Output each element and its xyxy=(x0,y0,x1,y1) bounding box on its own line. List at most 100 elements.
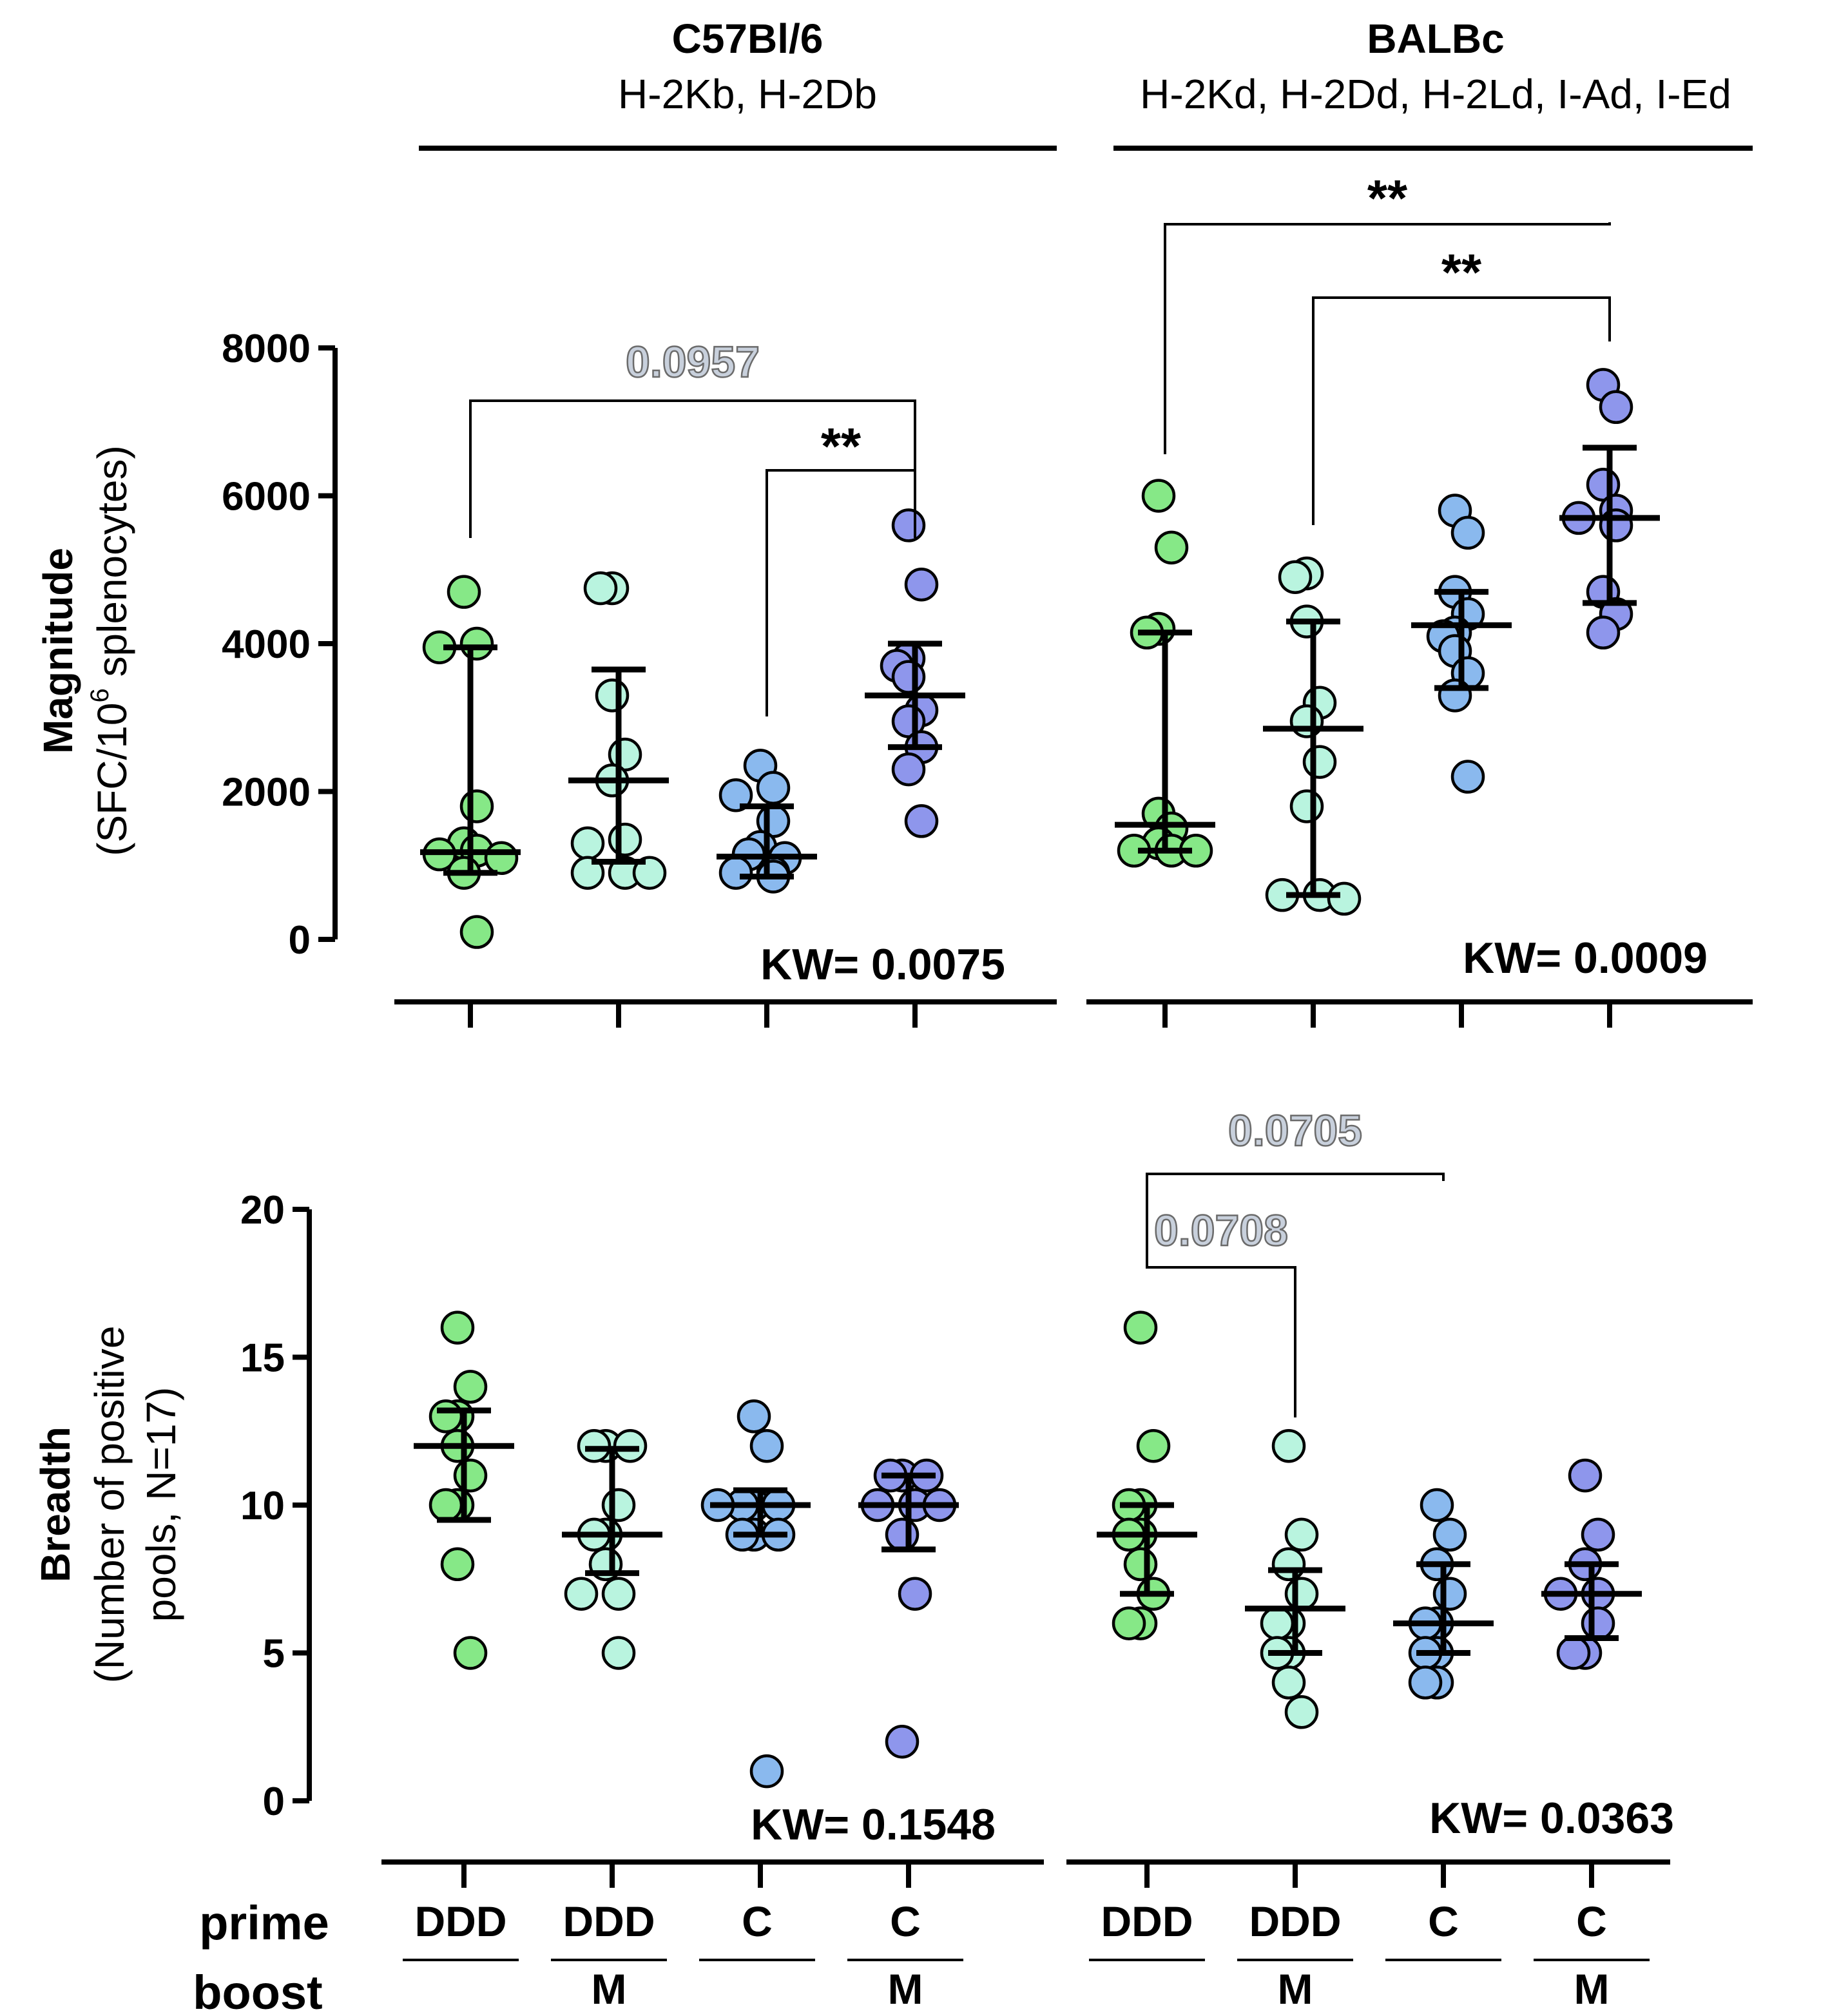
significance-bracket xyxy=(1312,296,1611,525)
data-point xyxy=(1581,1517,1615,1552)
data-point xyxy=(1568,1458,1603,1493)
data-point xyxy=(891,508,926,542)
data-point xyxy=(1112,1606,1146,1640)
data-point xyxy=(1289,789,1324,823)
data-point xyxy=(1284,1517,1319,1552)
kw-value: 0.0363 xyxy=(1540,1794,1674,1843)
kruskal-wallis-label: KW= 0.0009 xyxy=(1463,934,1708,983)
unit-sup: 6 xyxy=(86,688,114,702)
data-point xyxy=(453,1458,488,1493)
data-point xyxy=(1271,1547,1306,1582)
y-tick-label: 10 xyxy=(240,1484,285,1528)
data-point xyxy=(570,826,605,861)
data-point xyxy=(440,1547,475,1582)
data-point xyxy=(459,626,494,661)
data-point xyxy=(898,1577,932,1611)
data-point xyxy=(570,856,605,890)
strain-title-c57: C57Bl/6 xyxy=(672,15,824,62)
prime-label: DDD xyxy=(1101,1897,1193,1945)
kw-value: 0.0075 xyxy=(871,940,1005,989)
unit-prefix: (SFC/10 xyxy=(89,703,135,856)
data-point xyxy=(459,789,494,823)
data-point xyxy=(1302,745,1337,779)
strain-haplotype-balbc: H-2Kd, H-2Dd, H-2Ld, I-Ad, I-Ed xyxy=(1140,71,1731,117)
y-axis-title-magnitude-bold: Magnitude xyxy=(35,548,81,754)
boost-row-label: boost xyxy=(193,1966,322,2016)
data-point xyxy=(1327,881,1362,916)
significance-label: ** xyxy=(1367,169,1408,227)
data-point xyxy=(891,660,926,694)
data-point xyxy=(595,678,630,713)
data-point xyxy=(1284,1577,1319,1611)
data-point xyxy=(756,771,791,805)
data-point xyxy=(601,1577,636,1611)
y-tick-label: 6000 xyxy=(222,475,311,519)
data-point xyxy=(1420,1488,1454,1522)
data-point xyxy=(1556,1636,1591,1670)
data-point xyxy=(453,1370,488,1404)
data-point xyxy=(737,1399,771,1434)
data-point xyxy=(564,1577,599,1611)
kw-value: 0.1548 xyxy=(862,1800,996,1849)
y-axis-title-breadth: Breadth (Number of positive pools, N=17) xyxy=(32,1326,184,1684)
data-point xyxy=(891,752,926,787)
y-axis-title-magnitude-unit: (SFC/106 splenocytes) xyxy=(86,445,135,856)
y-tick-label: 0 xyxy=(263,1780,285,1824)
data-point xyxy=(1438,678,1472,713)
data-point xyxy=(1408,1666,1443,1700)
y-axis-title-breadth-line2: pools, N=17) xyxy=(138,1387,184,1622)
boost-label: M xyxy=(888,1965,923,2013)
strain-haplotype-c57: H-2Kb, H-2Db xyxy=(618,71,877,117)
data-point xyxy=(484,841,519,876)
kw-prefix: KW= xyxy=(1463,934,1574,983)
kruskal-wallis-label: KW= 0.0363 xyxy=(1429,1794,1674,1843)
y-axis-breadth: 0 5 10 15 20 xyxy=(240,1188,312,1824)
data-point xyxy=(885,1724,920,1759)
prime-label: C xyxy=(890,1897,921,1945)
data-point xyxy=(601,1488,636,1522)
data-point xyxy=(453,1636,488,1670)
data-point xyxy=(447,575,481,609)
data-point xyxy=(718,856,753,890)
prime-label: C xyxy=(1428,1897,1459,1945)
kruskal-wallis-label: KW= 0.1548 xyxy=(751,1800,996,1849)
y-axis-title-magnitude: Magnitude (SFC/106 splenocytes) xyxy=(35,445,135,856)
data-point xyxy=(1271,1666,1306,1700)
data-point xyxy=(1271,1428,1306,1463)
kruskal-wallis-label: KW= 0.0075 xyxy=(760,940,1005,989)
panel-breadth-balbc: 0.0705 0.0708 KW= 0.0363 xyxy=(1097,1106,1674,1888)
prime-label: DDD xyxy=(415,1897,507,1945)
y-tick-label: 8000 xyxy=(222,327,311,371)
kw-prefix: KW= xyxy=(760,940,871,989)
y-tick-label: 2000 xyxy=(222,771,311,815)
boost-label: M xyxy=(1574,1965,1610,2013)
significance-label: ** xyxy=(821,418,862,475)
data-point xyxy=(1154,530,1189,565)
significance-label: ** xyxy=(1441,244,1482,301)
significance-bracket xyxy=(1146,1234,1296,1417)
data-point xyxy=(613,1428,648,1463)
data-point xyxy=(904,567,939,602)
data-point xyxy=(1432,1517,1467,1552)
data-point xyxy=(1432,1577,1467,1611)
boost-label: M xyxy=(592,1965,627,2013)
prime-label: DDD xyxy=(563,1897,655,1945)
data-point xyxy=(1284,1695,1319,1729)
data-point xyxy=(1586,615,1621,650)
data-point xyxy=(601,1636,636,1670)
data-point xyxy=(608,822,642,857)
data-point xyxy=(1599,508,1633,542)
y-axis-magnitude: 0 2000 4000 6000 8000 xyxy=(222,327,338,963)
significance-label: 0.0708 xyxy=(1154,1206,1288,1255)
panel-magnitude-balbc: ** ** KW= 0.0009 xyxy=(1115,169,1708,1028)
data-point xyxy=(885,1517,920,1552)
y-tick-label: 5 xyxy=(263,1632,285,1676)
y-axis-title-breadth-line1: (Number of positive xyxy=(86,1326,133,1684)
data-point xyxy=(1289,704,1324,738)
data-point xyxy=(904,804,939,838)
data-point xyxy=(1141,479,1176,513)
data-point xyxy=(718,778,753,812)
data-point xyxy=(632,856,667,890)
